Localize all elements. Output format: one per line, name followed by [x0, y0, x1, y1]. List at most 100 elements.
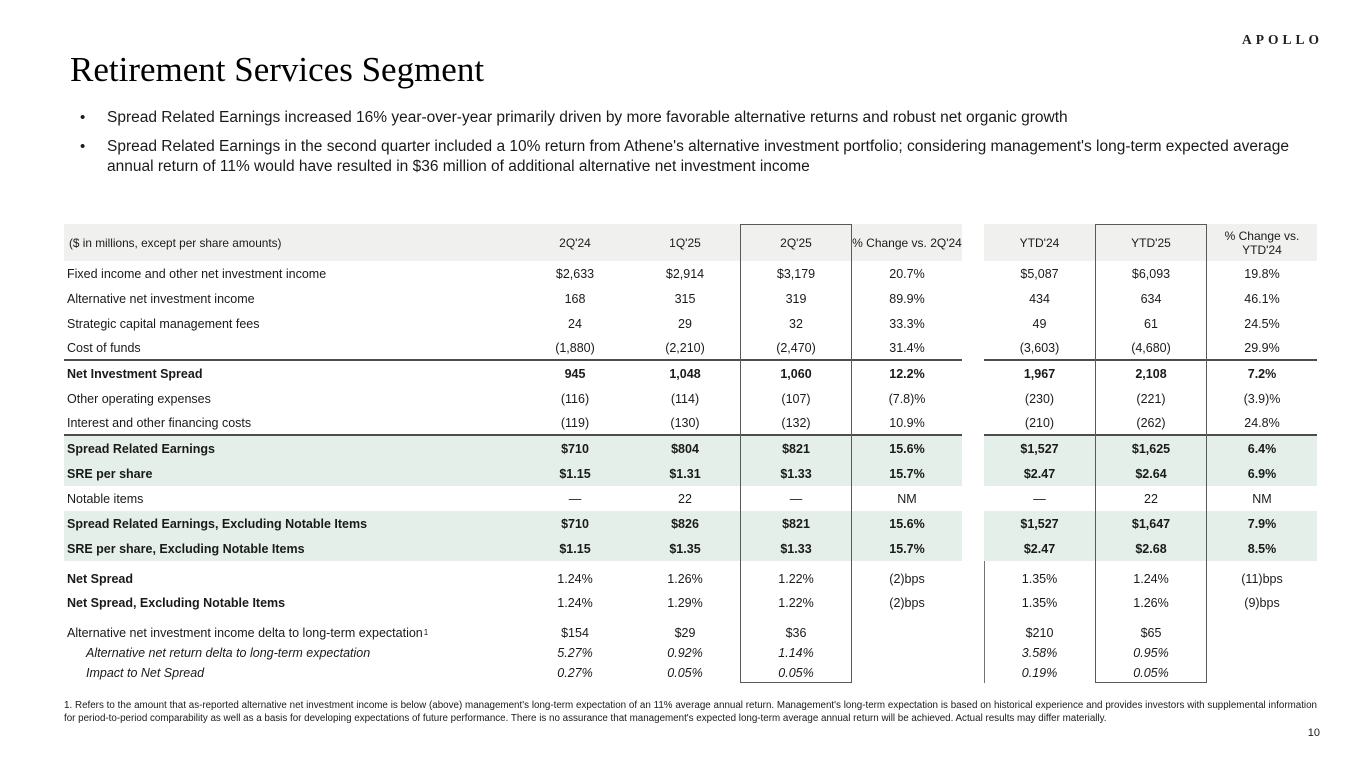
table-row: Notable items — 22 — NM — 22 NM [64, 486, 1317, 511]
table-cell: 1.24% [557, 572, 593, 586]
table-cell: (2)bps [889, 572, 925, 586]
table-row: Other operating expenses (116) (114) (107) (… [64, 386, 1317, 411]
table-cell: (3,603) [984, 336, 1095, 361]
table-cell: $1.31 [630, 461, 740, 486]
column-group-gap [962, 663, 984, 683]
table-cell: 15.7% [852, 461, 962, 486]
row-label: Other operating expenses [67, 391, 211, 406]
table-row: Spread Related Earnings, Excluding Notab… [64, 511, 1317, 536]
table-cell: (2,470) [740, 336, 852, 361]
table-cell: 1.14% [778, 646, 814, 660]
table-row: Net Spread 1.24% 1.26% 1.22% (2)bps 1.35% 1.24… [64, 567, 1317, 591]
row-label: Fixed income and other net investment in… [67, 266, 327, 281]
table-cell: NM [1252, 491, 1272, 506]
column-group-gap [962, 436, 984, 461]
table-cell: 0.19% [1021, 666, 1058, 680]
bullet-text: Spread Related Earnings increased 16% ye… [107, 109, 1068, 126]
table-cell: $821 [740, 436, 852, 461]
table-cell [852, 623, 962, 643]
column-group-gap [962, 511, 984, 536]
table-cell: — [1033, 491, 1046, 506]
table-cell: 49 [1032, 316, 1047, 331]
table-cell: 434 [1029, 291, 1050, 306]
table-row: Strategic capital management fees 24 29 32 3… [64, 311, 1317, 336]
table-header-row: ($ in millions, except per share amounts… [64, 224, 1317, 261]
column-group-gap [962, 486, 984, 511]
table-section: Fixed income and other net investment in… [64, 261, 1317, 361]
table-cell: 24 [568, 316, 582, 331]
table-cell: $1,527 [984, 436, 1095, 461]
footnote: 1. Refers to the amount that as-reported… [64, 700, 1317, 725]
table-row: Cost of funds (1,880) (2,210) (2,470) 31.4% (… [64, 336, 1317, 361]
table-cell: 1.35% [1021, 572, 1058, 586]
table-cell: $65 [1140, 626, 1162, 640]
table-cell: 1,967 [1023, 366, 1056, 381]
table-row: Alternative net investment income 168 315 3… [64, 286, 1317, 311]
table-cell: 8.5% [1207, 536, 1317, 561]
table-cell: 33.3% [889, 316, 925, 331]
table-cell: $1,647 [1095, 511, 1207, 536]
table-cell: 6.9% [1207, 461, 1317, 486]
table-cell: $2.68 [1095, 536, 1207, 561]
row-label: Notable items [67, 491, 144, 506]
table-cell: $2,914 [665, 266, 705, 281]
table-cell: 24.5% [1244, 316, 1280, 331]
column-group-gap [962, 567, 984, 591]
table-cell: 2,108 [1135, 366, 1167, 381]
table-cell: 319 [785, 291, 807, 306]
column-group-gap [962, 643, 984, 663]
table-cell: $1.33 [740, 536, 852, 561]
table-cell: 168 [564, 291, 586, 306]
table-cell: $36 [785, 626, 807, 640]
row-label: Interest and other financing costs [64, 411, 520, 436]
row-label: Strategic capital management fees [67, 316, 260, 331]
table-cell: (230) [1024, 391, 1055, 406]
table-cell: 7.9% [1207, 511, 1317, 536]
table-cell: $1,625 [1095, 436, 1207, 461]
table-cell: 1.24% [557, 596, 593, 610]
table-cell: NM [897, 491, 917, 506]
table-cell: (132) [740, 411, 852, 436]
table-cell: 1,048 [669, 366, 701, 381]
row-label: Spread Related Earnings, Excluding Notab… [64, 511, 520, 536]
table-cell: 0.05% [667, 666, 703, 680]
table-cell: 22 [678, 491, 692, 506]
table-cell: (210) [984, 411, 1095, 436]
table-cell [852, 643, 962, 663]
table-cell: 1.26% [667, 572, 703, 586]
table-cell: 315 [674, 291, 696, 306]
table-cell: (1,880) [520, 336, 630, 361]
table-cell: 1.24% [1133, 572, 1169, 586]
table-cell: 1.29% [667, 596, 703, 610]
table-cell: (11)bps [1241, 572, 1283, 586]
table-cell: 0.05% [1133, 666, 1169, 680]
table-cell: 1.22% [778, 572, 814, 586]
table-cell: $154 [561, 626, 589, 640]
column-group-gap [962, 336, 984, 361]
table-cell: — [568, 491, 582, 506]
row-label: Spread Related Earnings [64, 436, 520, 461]
table-row: Net Spread, Excluding Notable Items 1.24%… [64, 591, 1317, 615]
table-cell: 46.1% [1244, 291, 1280, 306]
table-section: Net Spread 1.24% 1.26% 1.22% (2)bps 1.35% 1.24… [64, 567, 1317, 615]
table-cell: 0.05% [778, 666, 814, 680]
column-group-gap [962, 591, 984, 615]
row-label: Net Investment Spread [67, 366, 203, 381]
row-label: Alternative net investment income delta … [67, 626, 429, 640]
row-label: Alternative net return delta to long-ter… [86, 646, 371, 660]
column-group-gap [962, 311, 984, 336]
table-cell: (2)bps [889, 596, 925, 610]
row-label: Cost of funds [64, 336, 520, 361]
table-cell: 61 [1144, 316, 1158, 331]
row-label: Impact to Net Spread [86, 666, 205, 680]
table-cell: 3.58% [1021, 646, 1058, 660]
page-number: 10 [1307, 727, 1320, 739]
table-cell: 20.7% [889, 266, 925, 281]
table-row: Fixed income and other net investment in… [64, 261, 1317, 286]
row-label: SRE per share, Excluding Notable Items [64, 536, 520, 561]
table-cell: $821 [740, 511, 852, 536]
table-cell: (107) [781, 391, 811, 406]
table-cell: (7.8)% [888, 391, 926, 406]
table-cell: 15.7% [852, 536, 962, 561]
